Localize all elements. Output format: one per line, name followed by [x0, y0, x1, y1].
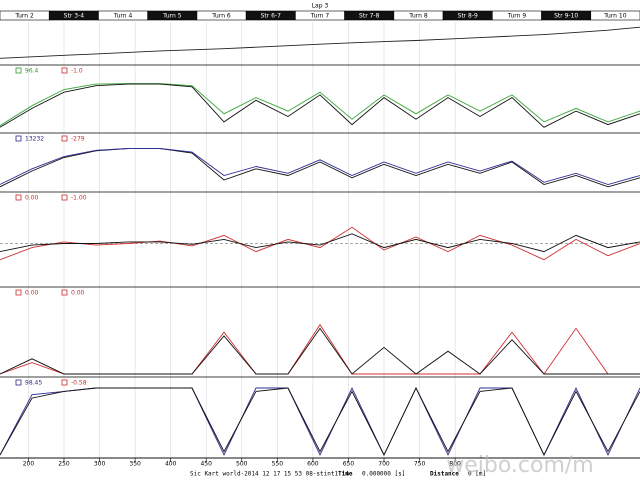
trace: [0, 148, 640, 185]
trace: [0, 83, 640, 127]
readout-icon: [61, 67, 68, 74]
watermark: weibo.com/m: [446, 453, 594, 478]
segment-label: Turn 10: [603, 13, 626, 20]
segment-label: Turn 2: [14, 13, 34, 20]
readout-icon: [61, 379, 68, 386]
readout-value: -1.0: [71, 68, 83, 75]
readout-icon: [15, 135, 22, 142]
trace: [0, 226, 640, 261]
segment-label: Turn 6: [211, 13, 231, 20]
x-tick-label: 250: [58, 461, 70, 468]
x-tick-label: 400: [165, 461, 177, 468]
readout-value: 0.00: [25, 290, 39, 297]
x-tick-label: 200: [23, 461, 35, 468]
x-tick-label: 500: [236, 461, 248, 468]
readout-icon: [61, 135, 68, 142]
distance-value: 0 [m]: [468, 471, 486, 478]
time-label: Time: [338, 471, 353, 478]
segment-label: Str 7-8: [359, 13, 380, 20]
segment-label: Turn 9: [507, 13, 527, 20]
segment-label: Str 9-10: [554, 13, 578, 20]
segment-label: Turn 7: [310, 13, 330, 20]
readout-value: 0.00: [71, 290, 85, 297]
x-tick-label: 600: [307, 461, 319, 468]
x-tick-label: 550: [272, 461, 284, 468]
lap-label: Lap 3: [312, 3, 329, 10]
readout-value: -1.00: [71, 195, 87, 202]
readout-icon: [15, 289, 22, 296]
segment-label: Str 8-9: [458, 13, 479, 20]
readout-value: 96.4: [25, 68, 39, 75]
readout-value: 98.45: [25, 380, 42, 387]
time-value: 0.000000 [s]: [362, 471, 405, 478]
trace: [0, 327, 640, 375]
segment-label: Turn 8: [408, 13, 428, 20]
segment-label: Str 3-4: [64, 13, 85, 20]
readout-value: 13232: [25, 136, 44, 143]
readout-icon: [15, 379, 22, 386]
trace: [0, 83, 640, 128]
trace: [0, 26, 640, 59]
trace: [0, 386, 640, 457]
readout-icon: [15, 67, 22, 74]
trace: [0, 233, 640, 253]
x-tick-label: 450: [200, 461, 212, 468]
file-name: Sic Kart world-2014 12 17 15 53 08-stint…: [190, 471, 349, 478]
readout-value: 0.00: [25, 195, 39, 202]
x-tick-label: 350: [129, 461, 141, 468]
readout-value: -0.58: [71, 380, 87, 387]
distance-label: Distance: [430, 471, 459, 478]
x-tick-label: 650: [343, 461, 355, 468]
x-tick-label: 800: [449, 461, 461, 468]
readout-icon: [15, 194, 22, 201]
readout-value: -279: [71, 136, 85, 143]
x-tick-label: 700: [378, 461, 390, 468]
readout-icon: [61, 289, 68, 296]
segment-label: Str 6-7: [261, 13, 282, 20]
segment-label: Turn 5: [162, 13, 182, 20]
readout-icon: [61, 194, 68, 201]
x-tick-label: 300: [94, 461, 106, 468]
x-tick-label: 750: [414, 461, 426, 468]
segment-label: Turn 4: [113, 13, 133, 20]
